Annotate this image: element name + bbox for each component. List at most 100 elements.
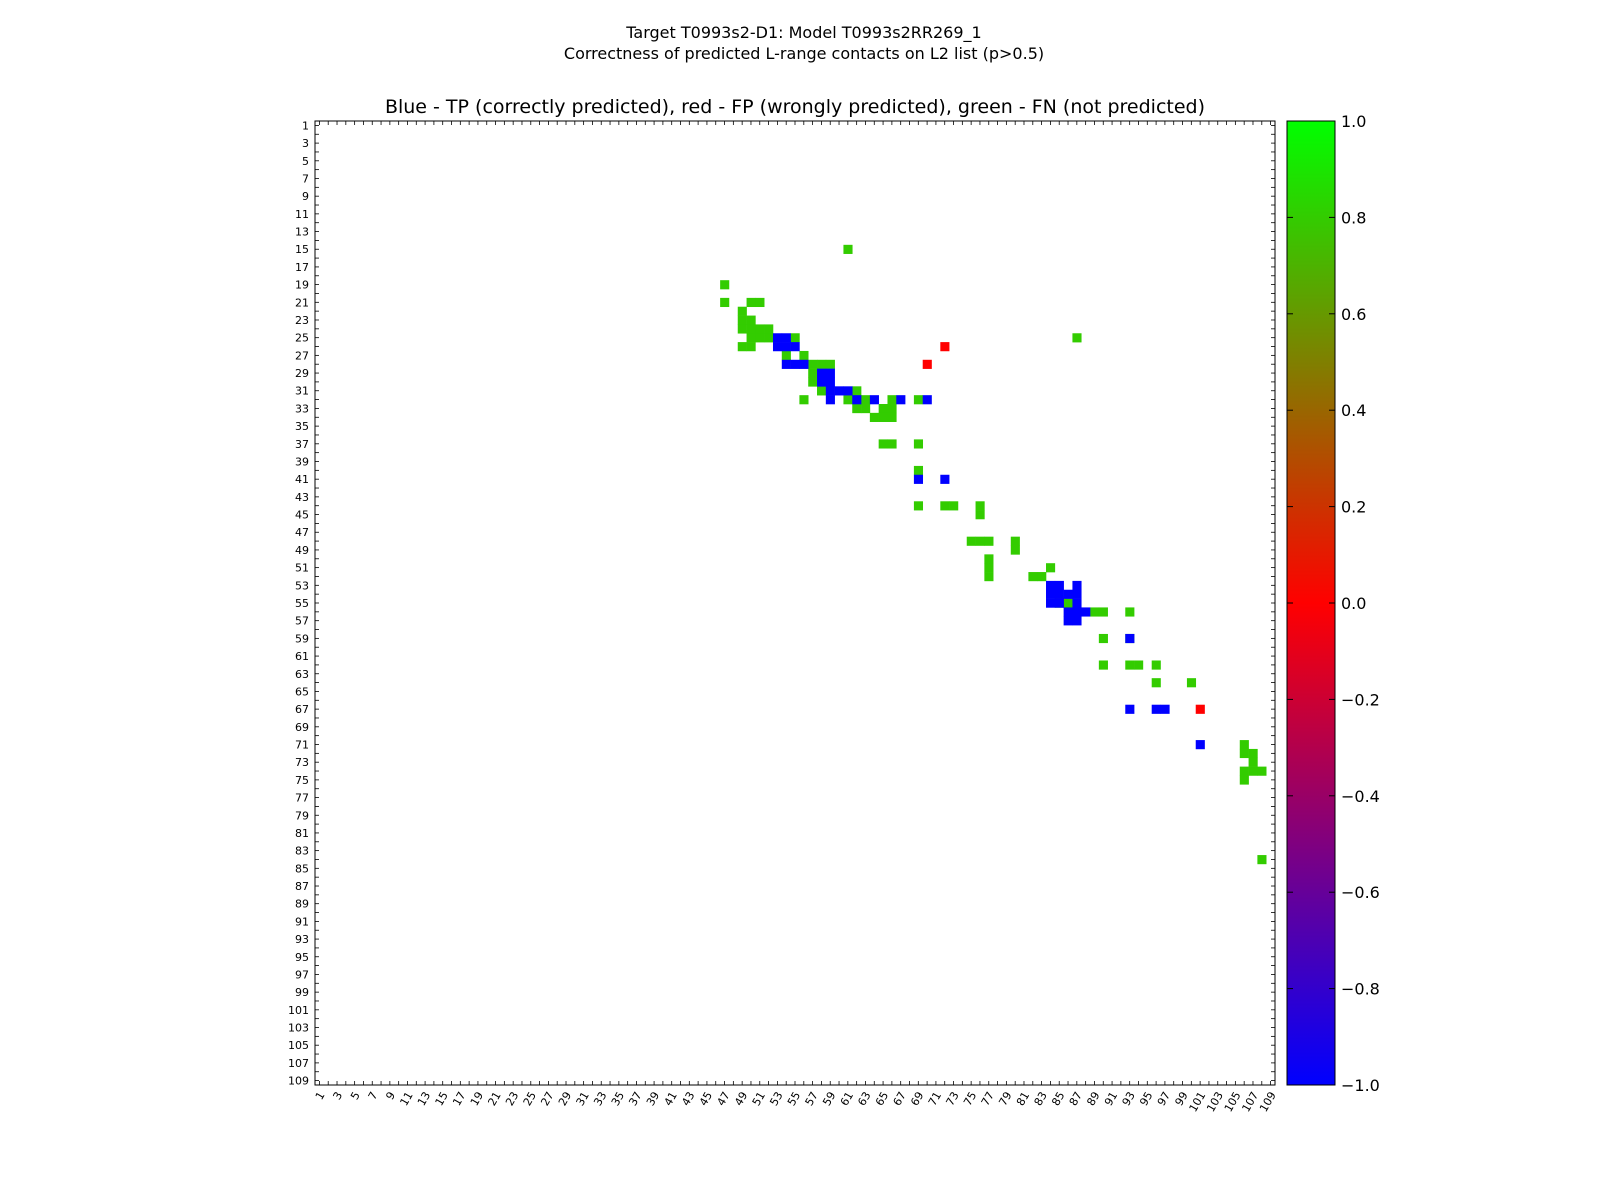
- colorbar-tick-label: 0.2: [1341, 498, 1366, 517]
- fn-cell: [984, 563, 994, 573]
- fn-cell: [1125, 607, 1135, 617]
- y-tick-label: 33: [295, 402, 309, 415]
- suptitle-line-2: Correctness of predicted L-range contact…: [564, 44, 1044, 63]
- fn-cell: [1257, 855, 1267, 865]
- x-tick-label: 37: [626, 1090, 644, 1109]
- x-tick-label: 43: [679, 1090, 697, 1109]
- fn-cell: [1186, 678, 1197, 688]
- x-tick-label: 3: [330, 1090, 345, 1103]
- x-tick-label: 87: [1067, 1090, 1085, 1109]
- fn-cell: [1090, 607, 1100, 617]
- x-tick-label: 99: [1172, 1090, 1190, 1109]
- y-tick-label: 11: [295, 208, 309, 221]
- y-tick-label: 105: [288, 1039, 309, 1052]
- y-tick-label: 47: [295, 526, 309, 539]
- fn-cell: [975, 536, 985, 546]
- x-tick-label: 101: [1187, 1090, 1209, 1115]
- tp-cell: [1054, 598, 1064, 608]
- y-tick-label: 41: [295, 473, 309, 486]
- tp-cell: [781, 342, 791, 352]
- x-tick-label: 71: [926, 1090, 944, 1109]
- fn-cell: [799, 350, 809, 361]
- fn-cell: [737, 324, 747, 334]
- fn-cell: [825, 359, 835, 369]
- x-tick-label: 35: [609, 1090, 627, 1109]
- fn-cell: [1125, 660, 1135, 670]
- x-tick-label: 65: [873, 1090, 891, 1109]
- fn-cell: [1037, 572, 1047, 582]
- y-tick-label: 75: [295, 774, 309, 787]
- colorbar-ticks: 1.0 0.8 0.6 0.4 0.2 0.0 −0.2 −0.4 −0.6 −0.8 −1.0: [1287, 112, 1380, 1095]
- tp-cell: [896, 395, 906, 405]
- y-tick-label: 81: [295, 827, 309, 840]
- x-tick-label: 83: [1032, 1090, 1050, 1109]
- x-tick-label: 93: [1120, 1090, 1138, 1109]
- colorbar-tick-label: 0.8: [1341, 208, 1366, 227]
- y-tick-label: 31: [295, 385, 309, 398]
- y-tick-label: 101: [288, 1004, 309, 1017]
- y-tick-label: 73: [295, 756, 309, 769]
- x-tick-label: 47: [714, 1090, 732, 1109]
- fn-cell: [799, 395, 809, 405]
- y-tick-label: 45: [295, 509, 309, 522]
- fn-cell: [861, 395, 871, 405]
- fn-cell: [737, 315, 747, 325]
- y-tick-label: 7: [302, 172, 309, 185]
- fn-cell: [940, 501, 950, 511]
- fn-cell: [1239, 748, 1249, 759]
- tp-cell: [1063, 616, 1073, 626]
- plot-frame: [314, 120, 1276, 1086]
- tp-cell: [1054, 589, 1064, 599]
- fn-cell: [808, 359, 818, 369]
- tp-cell: [1046, 589, 1056, 599]
- fn-cell: [861, 404, 871, 414]
- fn-cell: [852, 404, 862, 414]
- y-tick-label: 15: [295, 243, 309, 256]
- tp-cell: [1046, 580, 1056, 591]
- fn-cell: [720, 280, 730, 290]
- tp-cell: [790, 359, 800, 369]
- x-tick-label: 85: [1049, 1090, 1067, 1109]
- x-tick-label: 59: [820, 1090, 838, 1109]
- x-tick-label: 17: [450, 1090, 468, 1109]
- tp-cell: [834, 386, 844, 396]
- x-tick-label: 95: [1137, 1090, 1155, 1109]
- y-tick-label: 89: [295, 898, 309, 911]
- tp-cell: [1125, 704, 1135, 714]
- x-tick-label: 61: [838, 1090, 856, 1109]
- x-tick-label: 91: [1102, 1090, 1120, 1109]
- y-tick-label: 9: [302, 190, 309, 203]
- y-tick-label: 83: [295, 845, 309, 858]
- tp-cell: [852, 395, 862, 405]
- fn-cell: [737, 342, 747, 352]
- x-tick-label: 79: [996, 1090, 1014, 1109]
- x-tick-label: 23: [503, 1090, 521, 1109]
- fn-cell: [1010, 536, 1020, 546]
- tp-cell: [1081, 607, 1091, 617]
- y-tick-label: 17: [295, 261, 309, 274]
- y-tick-label: 57: [295, 615, 309, 628]
- colorbar-tick-label: −0.8: [1341, 980, 1380, 999]
- y-tick-label: 69: [295, 721, 309, 734]
- suptitle-line-1: Target T0993s2-D1: Model T0993s2RR269_1: [625, 23, 981, 43]
- tp-cell: [1072, 616, 1082, 626]
- fn-cell: [1248, 766, 1258, 776]
- tp-cell: [1063, 589, 1073, 599]
- y-tick-labels: 1357911131517192123252729313335373941434…: [288, 119, 309, 1087]
- x-tick-label: 75: [961, 1090, 979, 1109]
- tp-cell: [922, 395, 932, 405]
- y-tick-label: 59: [295, 632, 309, 645]
- fn-cell: [1072, 333, 1082, 343]
- fn-cell: [878, 439, 888, 449]
- x-tick-label: 45: [697, 1090, 715, 1109]
- x-tick-label: 49: [732, 1090, 750, 1109]
- tp-cell: [1054, 580, 1064, 591]
- x-tick-label: 81: [1014, 1090, 1032, 1109]
- y-tick-label: 99: [295, 986, 309, 999]
- tp-cell: [843, 386, 853, 396]
- fn-cell: [817, 359, 827, 369]
- contact-cells: [720, 244, 1267, 865]
- fn-cell: [878, 412, 888, 422]
